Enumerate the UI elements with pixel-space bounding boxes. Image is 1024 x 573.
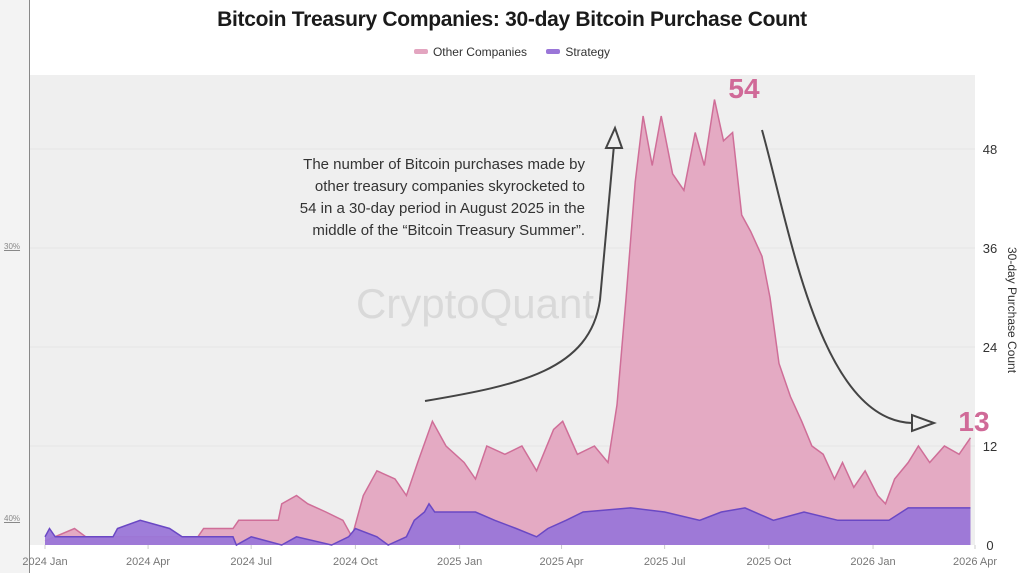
x-tick-label: 2026 Jan bbox=[850, 556, 895, 568]
x-tick-label: 2024 Jan bbox=[22, 556, 67, 568]
watermark: CryptoQuant bbox=[356, 280, 594, 327]
legend-label: Other Companies bbox=[432, 44, 527, 59]
legend: Other Companies Strategy bbox=[0, 43, 1024, 59]
annotation-line: middle of the “Bitcoin Treasury Summer”. bbox=[312, 222, 585, 239]
arrow-head bbox=[911, 413, 937, 433]
legend-swatch bbox=[546, 49, 561, 54]
annotation-line: The number of Bitcoin purchases made by bbox=[303, 156, 585, 173]
adjacent-page-strip: 30% 40% bbox=[0, 0, 30, 573]
legend-label: Strategy bbox=[565, 44, 611, 59]
peak-label: 54 bbox=[728, 73, 760, 104]
falling-arrow bbox=[761, 129, 913, 424]
other-companies-line bbox=[44, 99, 972, 542]
legend-item-other[interactable]: Other Companies bbox=[413, 44, 527, 59]
y-tick-label: 0 bbox=[986, 538, 993, 553]
strategy-area bbox=[45, 503, 971, 545]
legend-swatch bbox=[413, 49, 428, 54]
rising-arrow bbox=[424, 144, 615, 402]
strategy-line bbox=[44, 502, 971, 547]
x-tick-label: 2024 Oct bbox=[333, 556, 378, 568]
x-tick-label: 2025 Jul bbox=[644, 556, 686, 568]
annotation-line: other treasury companies skyrocketed to bbox=[315, 178, 585, 195]
y-tick-label: 12 bbox=[983, 439, 997, 454]
y-tick-label: 36 bbox=[983, 241, 997, 256]
x-tick-label: 2025 Jan bbox=[437, 556, 482, 568]
y-tick-label: 24 bbox=[983, 340, 997, 355]
other-companies-area bbox=[45, 99, 971, 545]
annotation-line: 54 in a 30-day period in August 2025 in … bbox=[300, 200, 585, 217]
y-tick-label: 48 bbox=[983, 142, 997, 157]
x-tick-label: 2025 Oct bbox=[747, 556, 792, 568]
legend-item-strategy[interactable]: Strategy bbox=[546, 45, 610, 59]
x-tick-label: 2024 Jul bbox=[230, 556, 272, 568]
margin-label: 30% bbox=[4, 242, 21, 251]
margin-label: 40% bbox=[4, 514, 21, 523]
x-tick-label: 2025 Apr bbox=[540, 556, 584, 568]
chart-title: Bitcoin Treasury Companies: 30-day Bitco… bbox=[217, 8, 807, 31]
x-tick-label: 2026 Apr bbox=[953, 556, 997, 568]
arrow-head bbox=[604, 125, 624, 149]
x-tick-label: 2024 Apr bbox=[126, 556, 170, 568]
latest-label: 13 bbox=[958, 406, 989, 437]
y-axis-label: 30-day Purchase Count bbox=[1005, 247, 1019, 374]
